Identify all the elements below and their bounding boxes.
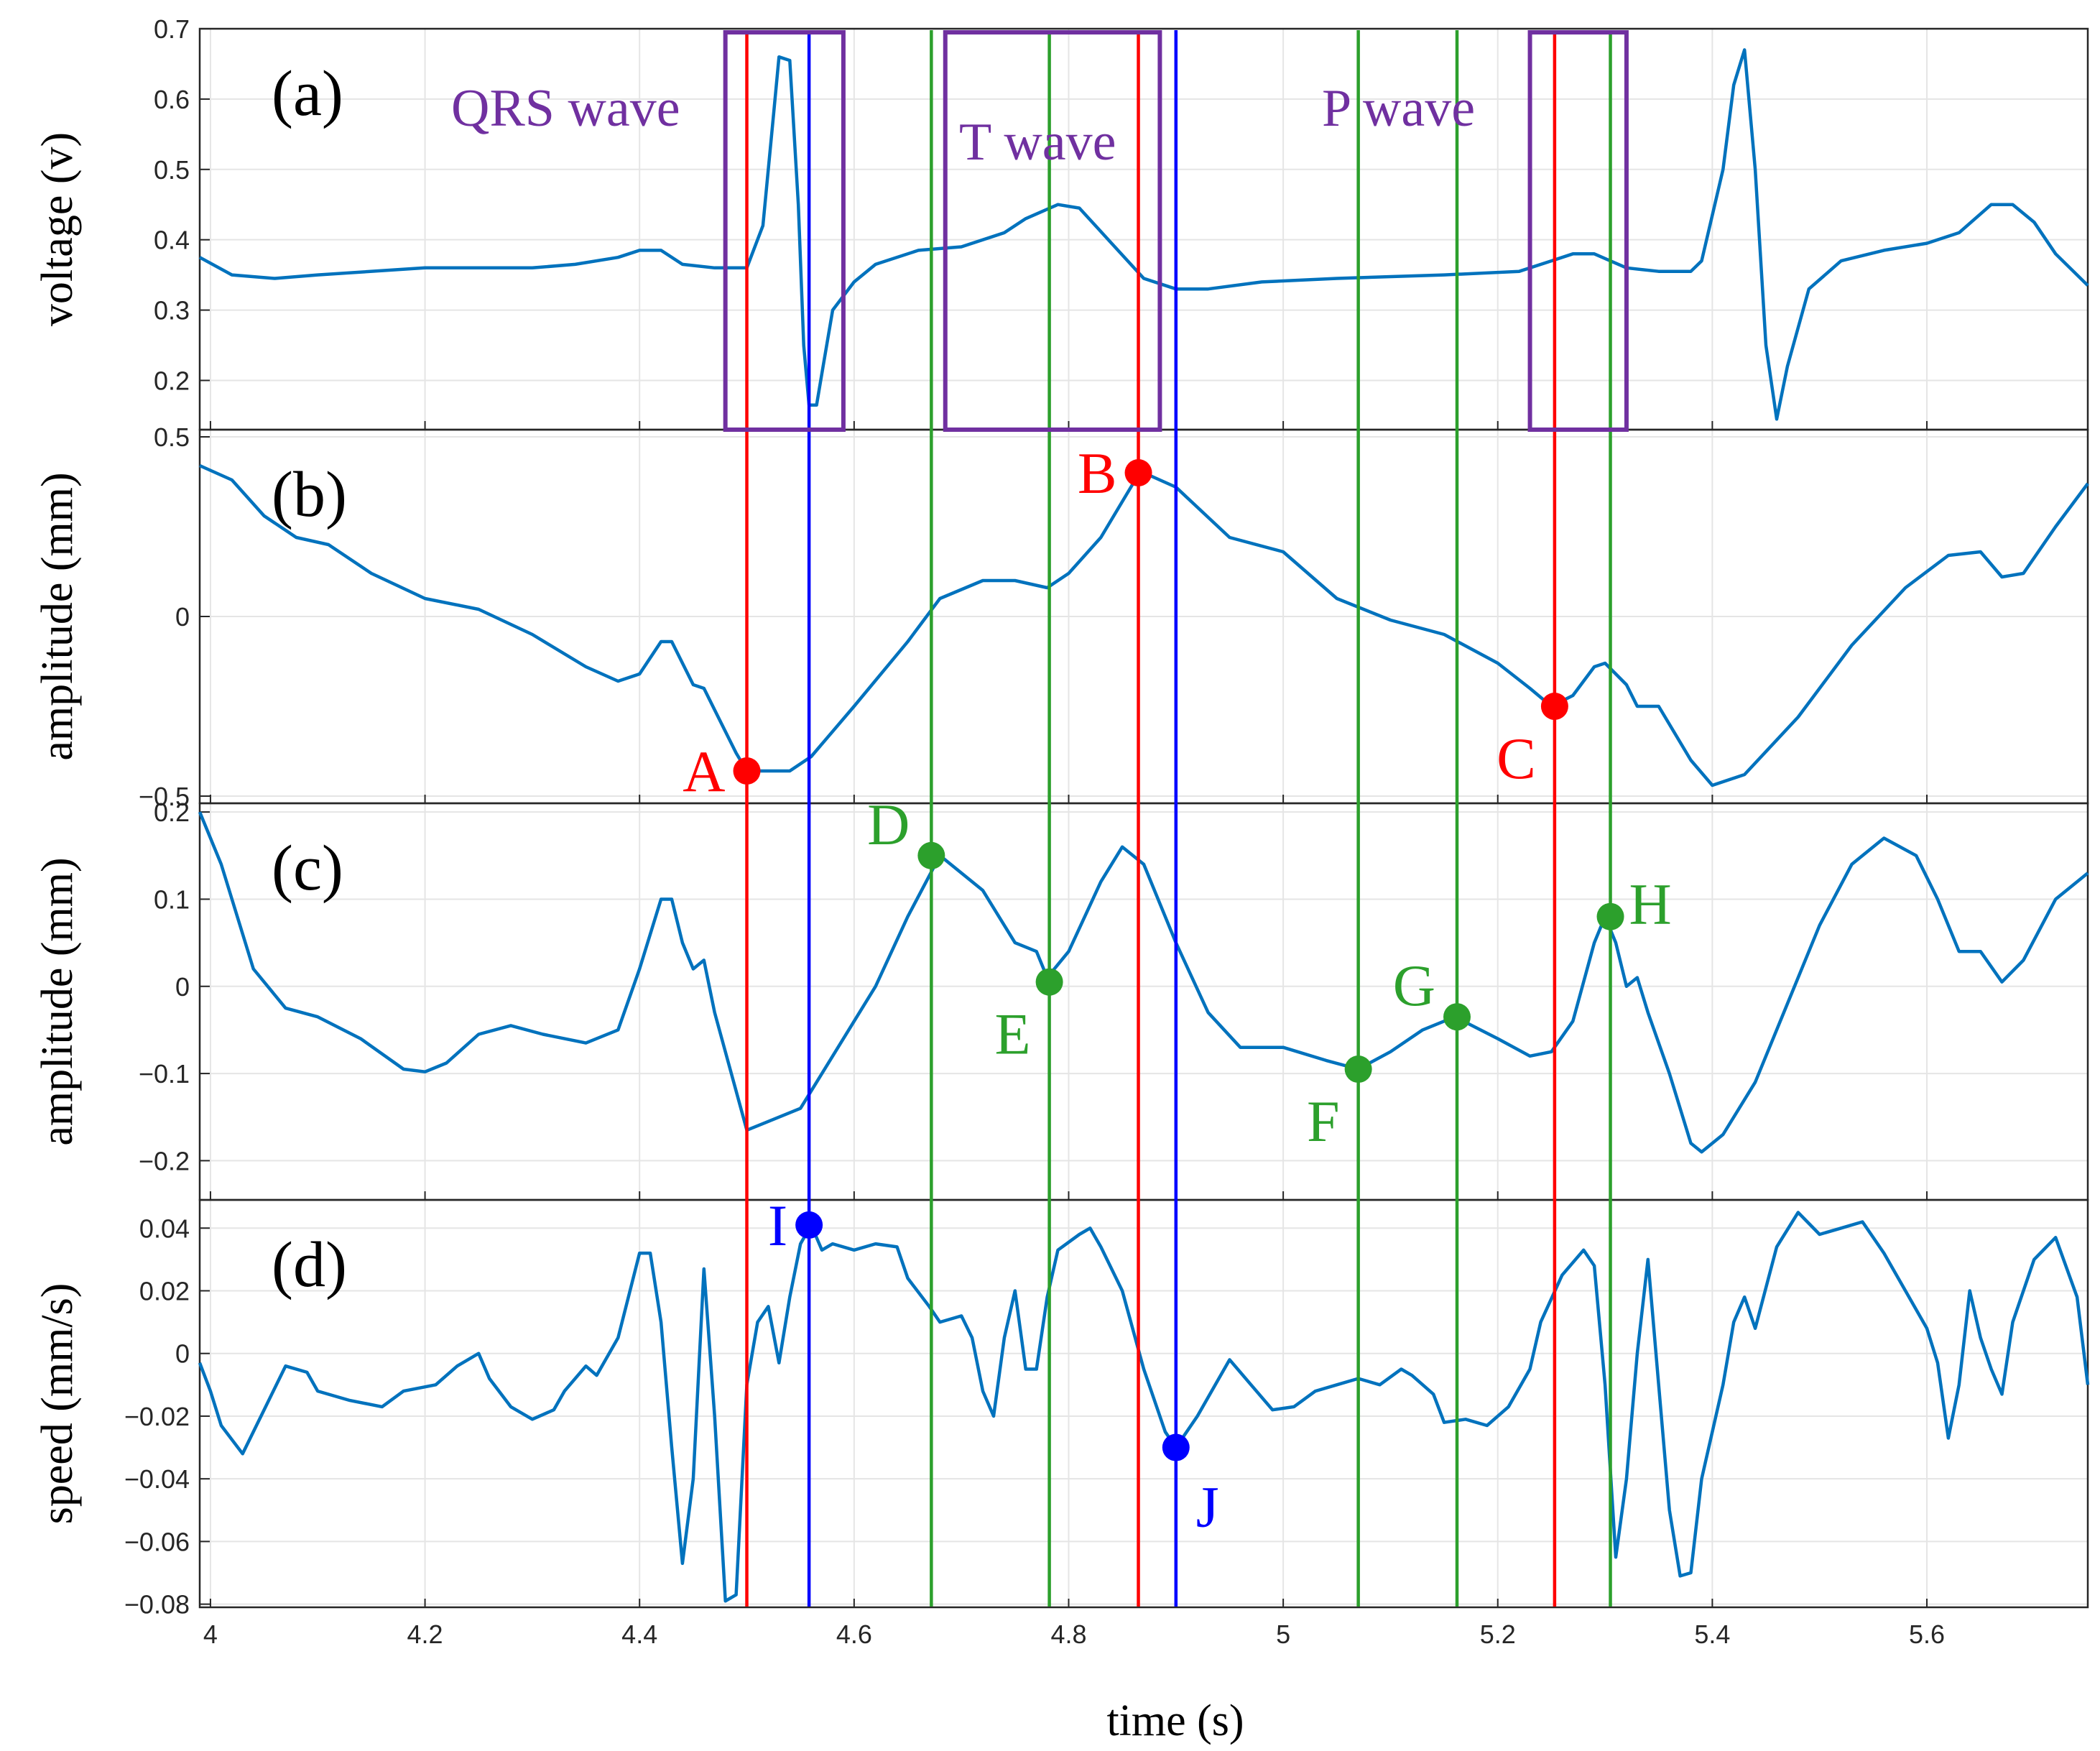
marker-point-F (1344, 1055, 1372, 1084)
x-tick-label: 5 (1276, 1620, 1290, 1649)
x-tick-label: 5.2 (1480, 1620, 1516, 1649)
vertical-markers (745, 30, 1612, 1607)
marker-label-E: E (995, 1002, 1031, 1067)
panel-d-frame (198, 1198, 2089, 1609)
x-tick-label: 4.4 (621, 1620, 657, 1649)
panel-b-ytick-label: 0 (175, 602, 190, 632)
panel-c-ytick-label: −0.1 (139, 1059, 190, 1089)
panel-b-series-line (199, 463, 2089, 787)
x-tick-label: 4 (203, 1620, 218, 1649)
wave-label: T wave (959, 113, 1116, 172)
marker-point-E (1035, 968, 1063, 996)
x-tick-label: 4.6 (836, 1620, 872, 1649)
panel-a-ytick-label: 0.7 (154, 14, 190, 44)
panel-c-ytick-label: 0.2 (154, 798, 190, 827)
wave-box (943, 30, 1162, 432)
panel-a-ytick-label: 0.5 (154, 155, 190, 185)
x-tick-label: 4.8 (1050, 1620, 1086, 1649)
panel-d-ytick-label: −0.04 (124, 1464, 190, 1494)
panel-c-label: (c) (272, 833, 343, 904)
panel-d-ylabel: speed (mm/s) (33, 1283, 82, 1525)
panel-d-ytick-label: −0.02 (124, 1402, 190, 1431)
panel-a-ytick-label: 0.6 (154, 85, 190, 114)
panel-d-ytick-label: −0.06 (124, 1527, 190, 1556)
marker-label-J: J (1196, 1474, 1219, 1540)
panel-b-ylabel: amplitude (mm) (33, 472, 82, 760)
panel-d-label: (d) (272, 1229, 347, 1300)
panel-c-ylabel: amplitude (mm) (33, 857, 82, 1145)
wave-label: P wave (1322, 79, 1475, 138)
x-tick-label: 5.6 (1909, 1620, 1945, 1649)
marker-label-G: G (1393, 953, 1435, 1018)
panel-d-ytick-label: 0.04 (139, 1214, 190, 1243)
panel-a-ylabel: voltage (v) (33, 132, 82, 326)
marker-label-F: F (1307, 1089, 1340, 1154)
wave-box (723, 30, 846, 432)
marker-label-H: H (1629, 872, 1672, 937)
wave-box (1527, 30, 1629, 432)
panel-d-ytick-label: −0.08 (124, 1590, 190, 1620)
panel-a-ytick-label: 0.4 (154, 226, 190, 255)
marker-label-C: C (1497, 726, 1536, 791)
text-layer: 0.2 0.3 0.4 0.5 0.6 0.7 voltage (v) (a) −0.5 0 0.5… (33, 14, 1945, 1649)
panel-b-ytick-label: −0.5 (139, 782, 190, 811)
x-tick-label: 4.2 (407, 1620, 443, 1649)
panel-c-ytick-label: 0.1 (154, 884, 190, 914)
marker-point-C (1540, 693, 1568, 720)
panel-c-ytick-label: 0 (175, 972, 190, 1002)
wave-label: QRS wave (451, 79, 680, 138)
panel-b-ytick-label: 0.5 (154, 422, 190, 452)
marker-label-B: B (1078, 440, 1117, 506)
series-layer (198, 48, 2090, 1603)
panel-a-ytick-label: 0.2 (154, 366, 190, 395)
panel-c-series-line (198, 811, 2089, 1154)
panel-d-ytick-label: 0 (175, 1339, 190, 1369)
marker-label-D: D (867, 792, 910, 857)
marker-point-B (1124, 459, 1152, 486)
marker-point-D (917, 841, 945, 869)
panel-d-ytick-label: 0.02 (139, 1276, 190, 1306)
marker-label-I: I (768, 1193, 787, 1258)
panel-a-ytick-label: 0.3 (154, 296, 190, 325)
marker-point-H (1596, 902, 1624, 930)
panel-a-series-line (198, 48, 2089, 421)
point-markers (733, 459, 1624, 1461)
panel-a-label: (a) (272, 58, 343, 129)
marker-label-A: A (683, 739, 725, 804)
marker-point-J (1162, 1433, 1190, 1461)
x-tick-label: 5.4 (1694, 1620, 1730, 1649)
x-axis-label: time (s) (1106, 1696, 1244, 1745)
marker-point-G (1443, 1003, 1471, 1031)
panel-c-ytick-label: −0.2 (139, 1146, 190, 1175)
panel-b-label: (b) (272, 459, 347, 530)
panel-d-series-line (198, 1211, 2090, 1603)
marker-point-A (733, 757, 761, 785)
wave-boxes (723, 30, 1629, 432)
marker-point-I (795, 1211, 823, 1239)
